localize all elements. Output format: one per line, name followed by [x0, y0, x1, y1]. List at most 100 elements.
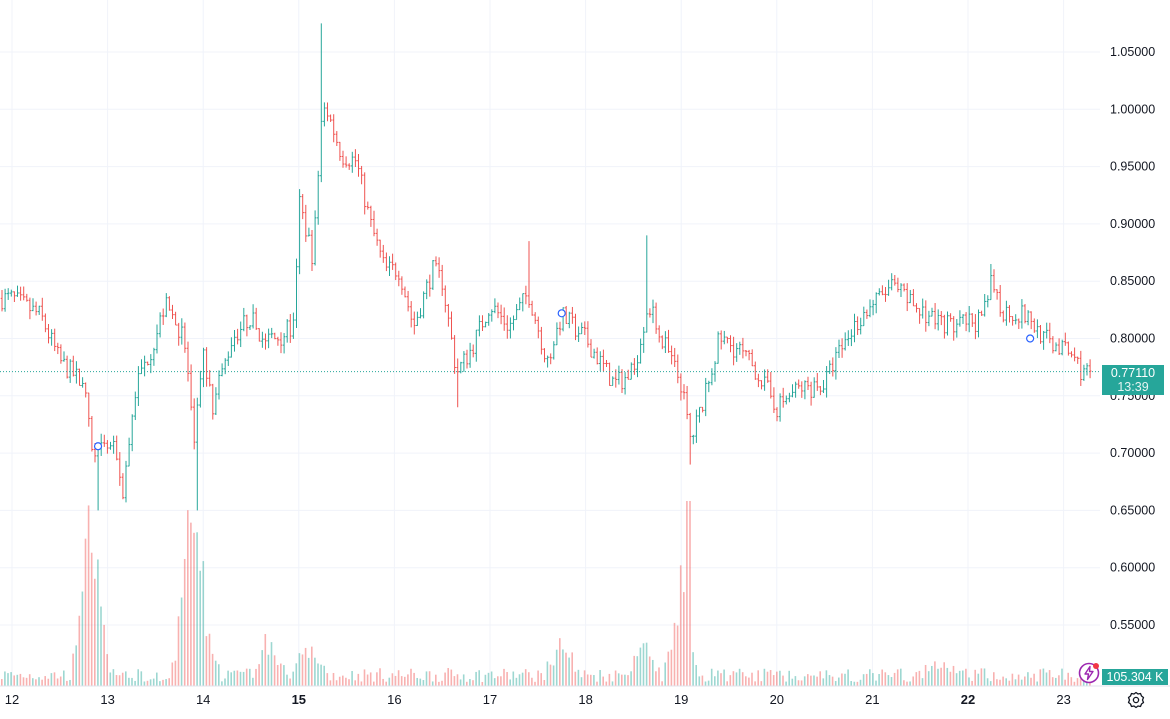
ohlc-bar — [1070, 351, 1073, 358]
ohlc-bar — [586, 321, 590, 348]
ohlc-bar — [444, 285, 447, 313]
volume-bar — [245, 668, 248, 686]
ohlc-bar — [137, 366, 140, 407]
volume-bar — [13, 675, 15, 686]
volume-bar — [633, 655, 635, 686]
ohlc-bar — [165, 293, 168, 318]
volume-bar — [912, 676, 914, 686]
volume-bar — [286, 674, 288, 686]
volume-bar — [4, 671, 6, 686]
ohlc-bar — [543, 348, 546, 363]
ohlc-bar — [13, 291, 16, 303]
ohlc-bar — [484, 321, 487, 328]
ohlc-bar — [564, 305, 568, 324]
ohlc-bar — [524, 285, 528, 305]
volume-bar — [841, 673, 843, 686]
ohlc-bar — [168, 296, 171, 311]
volume-bar — [940, 667, 942, 686]
volume-bar — [453, 676, 456, 686]
volume-bar — [934, 661, 936, 686]
volume-bar — [611, 681, 614, 686]
ohlc-bar — [298, 189, 301, 275]
volume-bar — [478, 670, 480, 686]
volume-bar — [766, 671, 769, 686]
volume-bar — [35, 679, 37, 686]
volume-bar — [850, 681, 852, 686]
volume-bar — [946, 667, 949, 686]
axis-layer: 1.05000 1.00000 0.95000 0.90000 0.85000 0.800… — [0, 45, 1170, 707]
flash-icon[interactable] — [1078, 662, 1100, 684]
ohlc-bar — [608, 362, 611, 386]
volume-bar — [289, 678, 291, 686]
volume-bar — [301, 654, 304, 686]
volume-bar — [853, 681, 856, 686]
ohlc-bar — [385, 252, 388, 272]
volume-bar — [261, 650, 263, 686]
ohlc-bar — [890, 273, 893, 291]
event-marker — [1026, 334, 1035, 343]
x-tick-label: 14 — [196, 692, 210, 707]
ohlc-bar — [205, 347, 208, 387]
volume-bar — [859, 679, 862, 686]
ohlc-bar — [121, 473, 125, 500]
volume-bar — [323, 665, 325, 686]
volume-bar — [50, 673, 53, 686]
volume-bar — [1014, 679, 1017, 686]
volume-bar — [394, 675, 397, 686]
settings-gear-icon[interactable] — [1126, 690, 1146, 710]
volume-bar — [224, 678, 226, 686]
ohlc-bar — [217, 370, 221, 400]
ohlc-bar — [394, 262, 397, 281]
ohlc-bar — [502, 307, 506, 331]
ohlc-bar — [62, 351, 66, 362]
volume-bar — [717, 670, 719, 686]
ohlc-bar — [72, 355, 75, 377]
ohlc-bar — [375, 228, 379, 246]
volume-bar — [329, 680, 332, 686]
volume-bar — [760, 681, 763, 686]
ohlc-bar — [363, 172, 366, 215]
ohlc-bar — [96, 446, 100, 511]
volume-bar — [493, 678, 496, 686]
volume-bar — [103, 624, 105, 686]
ohlc-bar — [918, 307, 921, 324]
volume-bar — [621, 674, 623, 686]
volume-bar — [965, 668, 967, 686]
volume-bar — [292, 671, 294, 686]
ohlc-bar — [648, 308, 652, 318]
ohlc-bar — [716, 331, 720, 364]
ohlc-bar — [208, 370, 211, 387]
ohlc-bar — [577, 326, 580, 342]
volume-bar — [856, 681, 859, 686]
candles-layer — [0, 23, 1092, 511]
volume-bar — [887, 675, 890, 686]
volume-bar — [317, 663, 319, 686]
volume-bar — [732, 671, 735, 686]
volume-bar — [748, 677, 750, 686]
ohlc-bar — [977, 309, 980, 338]
volume-bar — [149, 679, 152, 686]
volume-bar — [1011, 673, 1014, 686]
volume-bar — [171, 662, 174, 686]
ohlc-bar — [475, 329, 478, 362]
volume-bar — [469, 679, 471, 686]
volume-bar — [534, 681, 536, 686]
ohlc-bar — [478, 315, 481, 337]
ohlc-bar — [679, 373, 683, 401]
volume-bar — [379, 668, 381, 686]
ohlc-bar — [465, 349, 469, 369]
ohlc-bar — [871, 299, 875, 316]
volume-bar — [276, 665, 279, 686]
ohlc-bar — [1036, 319, 1039, 339]
y-tick-label: 0.70000 — [1110, 446, 1155, 460]
ohlc-bar — [995, 289, 999, 300]
ohlc-bar — [481, 315, 484, 332]
ohlc-bar — [757, 373, 760, 388]
volume-bar — [137, 669, 139, 686]
volume-bar — [218, 664, 220, 686]
volume-bar — [1073, 681, 1076, 686]
volume-bar — [577, 669, 580, 686]
y-tick-label: 0.90000 — [1110, 217, 1155, 231]
